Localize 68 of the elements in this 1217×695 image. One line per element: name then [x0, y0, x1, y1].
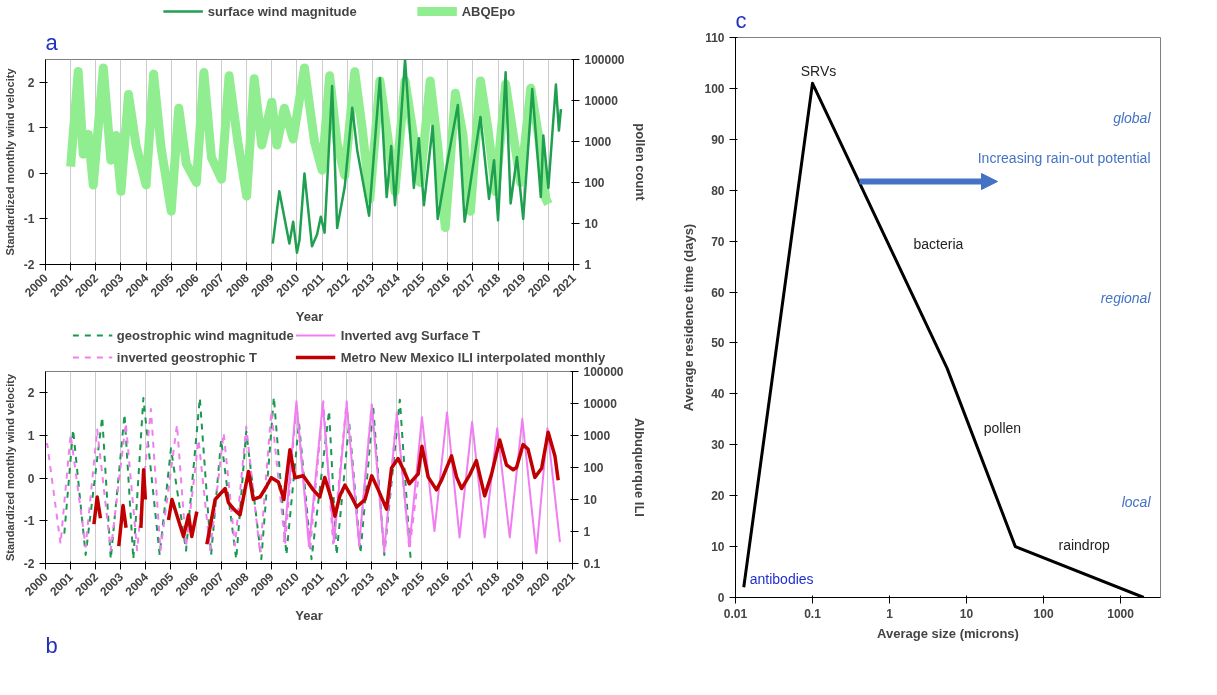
y-tick-label: -1 [23, 212, 35, 227]
x-axis-title: Average size (microns) [877, 625, 1019, 641]
y-tick-label: 0 [27, 471, 35, 486]
annotation: raindrop [1058, 536, 1111, 553]
y-tick-label: 100 [704, 81, 725, 96]
y2-axis-title: pollen count [632, 123, 648, 202]
y-tick-label: 50 [711, 336, 725, 351]
annotation: regional [1100, 289, 1152, 306]
x-tick-label: 1000 [1107, 606, 1135, 621]
annotation: Increasing rain-out potential [977, 149, 1151, 166]
x-tick-label: 10 [959, 606, 974, 621]
annotation: pollen [983, 419, 1022, 436]
y-tick-label: 10 [711, 540, 725, 555]
x-axis-title: Year [295, 308, 324, 324]
x-axis-title: Year [295, 607, 323, 623]
y2-tick-label: 1000 [584, 135, 612, 149]
y2-tick-label: 10000 [583, 397, 618, 411]
y2-tick-label: 1000 [583, 429, 611, 443]
y-axis-title: Average residence time (days) [681, 223, 697, 412]
y-tick-label: 60 [711, 285, 725, 300]
legend-label: Inverted avg Surface T [340, 327, 481, 343]
y2-tick-label: 10 [583, 493, 598, 507]
y-tick-label: 70 [711, 234, 725, 249]
x-tick-label: 100 [1033, 606, 1054, 621]
annotation: global [1113, 109, 1152, 126]
chart-title: c [735, 7, 747, 33]
y-tick-label: 30 [711, 438, 725, 453]
y-tick-label: 2 [27, 386, 35, 401]
legend-label: Metro New Mexico ILI interpolated monthly [340, 349, 606, 365]
y2-tick-label: 100000 [584, 53, 625, 67]
line-series [271, 59, 563, 254]
legend-label: geostrophic wind magnitude [116, 327, 294, 343]
annotation: local [1121, 493, 1152, 510]
y2-tick-label: 0.1 [583, 557, 601, 571]
y-tick-label: -2 [23, 557, 35, 571]
y2-tick-label: 1 [583, 525, 591, 539]
chart-title: a [45, 29, 59, 55]
annotation: antibodies [749, 571, 814, 588]
legend-label: inverted geostrophic T [116, 349, 257, 365]
y-tick-label: 2 [27, 75, 35, 90]
x-tick-label: 1 [886, 606, 894, 621]
y-tick-label: 1 [27, 121, 35, 136]
annotation: bacteria [913, 235, 964, 252]
annotation: SRVs [800, 63, 837, 80]
y2-tick-label: 1 [584, 258, 592, 272]
y2-tick-label: 100 [583, 461, 604, 475]
y-axis-title: Standardized monthly wind velocity [3, 67, 16, 256]
y2-axis-title: Albuquerque ILI [631, 418, 647, 517]
y-tick-label: -1 [23, 514, 35, 529]
y2-tick-label: 100000 [583, 365, 624, 379]
y-tick-label: 80 [711, 183, 725, 198]
legend-label: ABQEpo [461, 3, 516, 19]
x-tick-label: 0.1 [804, 606, 822, 621]
y-tick-label: 0 [27, 166, 35, 181]
x-tick-label: 0.01 [723, 606, 748, 621]
y-tick-label: 110 [705, 31, 725, 45]
text: b [45, 632, 58, 658]
y-tick-label: 90 [711, 132, 725, 147]
y2-tick-label: 10 [584, 217, 599, 231]
y-tick-label: -2 [23, 258, 35, 272]
y2-tick-label: 100 [584, 176, 605, 190]
y-tick-label: 40 [711, 387, 725, 402]
legend-label: surface wind magnitude [207, 3, 357, 19]
y2-tick-label: 10000 [584, 94, 619, 108]
y-tick-label: 1 [27, 429, 35, 443]
y-tick-label: 0 [717, 591, 725, 605]
y-tick-label: 20 [711, 489, 725, 504]
y-axis-title: Standardized monthly wind velocity [3, 373, 16, 562]
